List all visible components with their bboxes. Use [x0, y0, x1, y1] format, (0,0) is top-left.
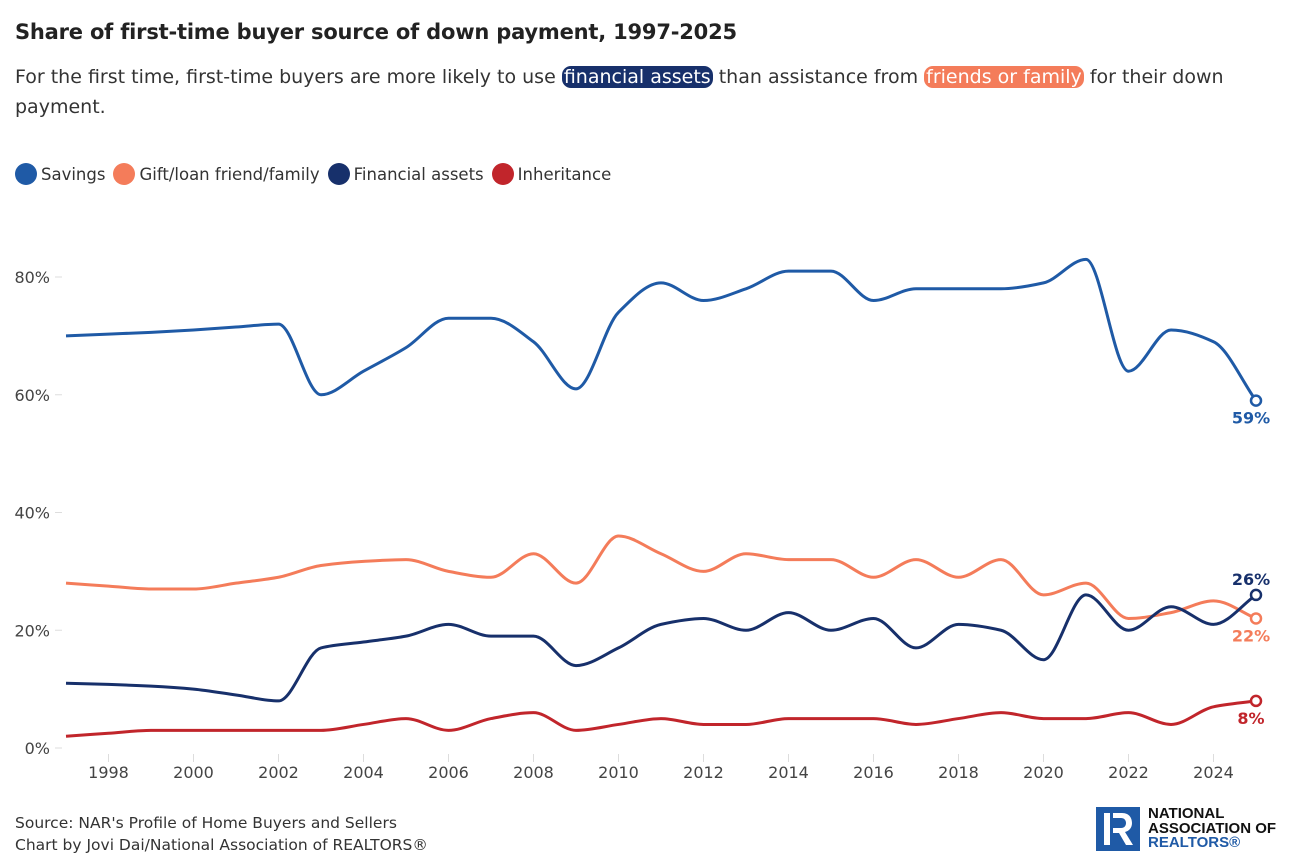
logo-line: NATIONAL [1148, 805, 1225, 823]
x-tick-label: 2016 [853, 763, 894, 782]
chart-subtitle: For the first time, first-time buyers ar… [15, 62, 1275, 122]
x-tick-label: 2014 [768, 763, 809, 782]
legend-item: Gift/loan friend/family [113, 163, 320, 185]
legend-label: Gift/loan friend/family [139, 164, 320, 184]
highlight-friends-family: friends or family [924, 66, 1084, 88]
legend: Savings Gift/loan friend/family Financial … [15, 163, 611, 185]
source-note: Source: NAR's Profile of Home Buyers and… [15, 812, 428, 856]
end-point-marker [1249, 394, 1263, 407]
logo-line: REALTORS® [1148, 834, 1241, 852]
line-chart: 0% 20% 40% 60% 80% 1998 2000 2002 2004 2006 2008 20… [14, 257, 1270, 782]
y-tick-label: 60% [14, 386, 50, 405]
x-tick-label: 2006 [428, 763, 469, 782]
credit-text: Chart by Jovi Dai/National Association o… [15, 836, 428, 854]
legend-label: Inheritance [517, 164, 612, 184]
legend-label: Savings [41, 164, 106, 184]
legend-swatch [15, 163, 37, 185]
x-tick-label: 2008 [513, 763, 554, 782]
source-text: Source: NAR's Profile of Home Buyers and… [15, 814, 397, 832]
x-tick-label: 2020 [1023, 763, 1064, 782]
end-value-label: 59% [1232, 409, 1270, 428]
end-point-marker [1249, 588, 1263, 602]
series-line-inheritance [65, 699, 1257, 738]
y-tick-label: 40% [14, 504, 50, 523]
realtor-r-icon [1096, 807, 1140, 851]
y-tick-label: 80% [14, 268, 50, 287]
legend-swatch [491, 163, 514, 185]
subtitle-text: For the first time, first-time buyers ar… [15, 66, 562, 88]
end-value-label: 8% [1237, 709, 1264, 728]
end-point-marker [1249, 612, 1263, 625]
series-line-financial-assets [65, 593, 1257, 703]
legend-item: Savings [15, 163, 105, 185]
series-line-gift-loan-friend-family [65, 534, 1257, 620]
x-tick-label: 2010 [598, 763, 639, 782]
subtitle-text: than assistance from [712, 66, 925, 88]
legend-label: Financial assets [353, 164, 484, 184]
x-tick-label: 2022 [1108, 763, 1149, 782]
chart-title: Share of first-time buyer source of down… [15, 20, 737, 44]
subtitle-text: for their down payment. [15, 66, 1224, 118]
highlight-financial-assets: financial assets [561, 66, 713, 88]
series-line-savings [65, 257, 1258, 402]
x-tick-label: 2000 [173, 763, 214, 782]
x-tick-label: 2004 [343, 763, 384, 782]
x-tick-label: 2024 [1193, 763, 1234, 782]
y-tick-label: 0% [25, 739, 50, 758]
end-point-marker [1249, 694, 1263, 708]
legend-swatch [327, 163, 350, 185]
x-tick-label: 2012 [683, 763, 724, 782]
logo-line: ASSOCIATION OF [1148, 819, 1277, 837]
x-tick-label: 1998 [88, 763, 129, 782]
legend-swatch [113, 163, 136, 185]
end-value-label: 26% [1232, 570, 1270, 589]
legend-item: Financial assets [327, 163, 484, 185]
x-tick-label: 2018 [938, 763, 979, 782]
y-tick-label: 20% [14, 621, 50, 640]
x-tick-label: 2002 [258, 763, 299, 782]
end-value-label: 22% [1232, 626, 1270, 645]
nar-logo: NATIONAL ASSOCIATION OF REALTORS® [1096, 807, 1276, 851]
legend-item: Inheritance [491, 163, 612, 185]
